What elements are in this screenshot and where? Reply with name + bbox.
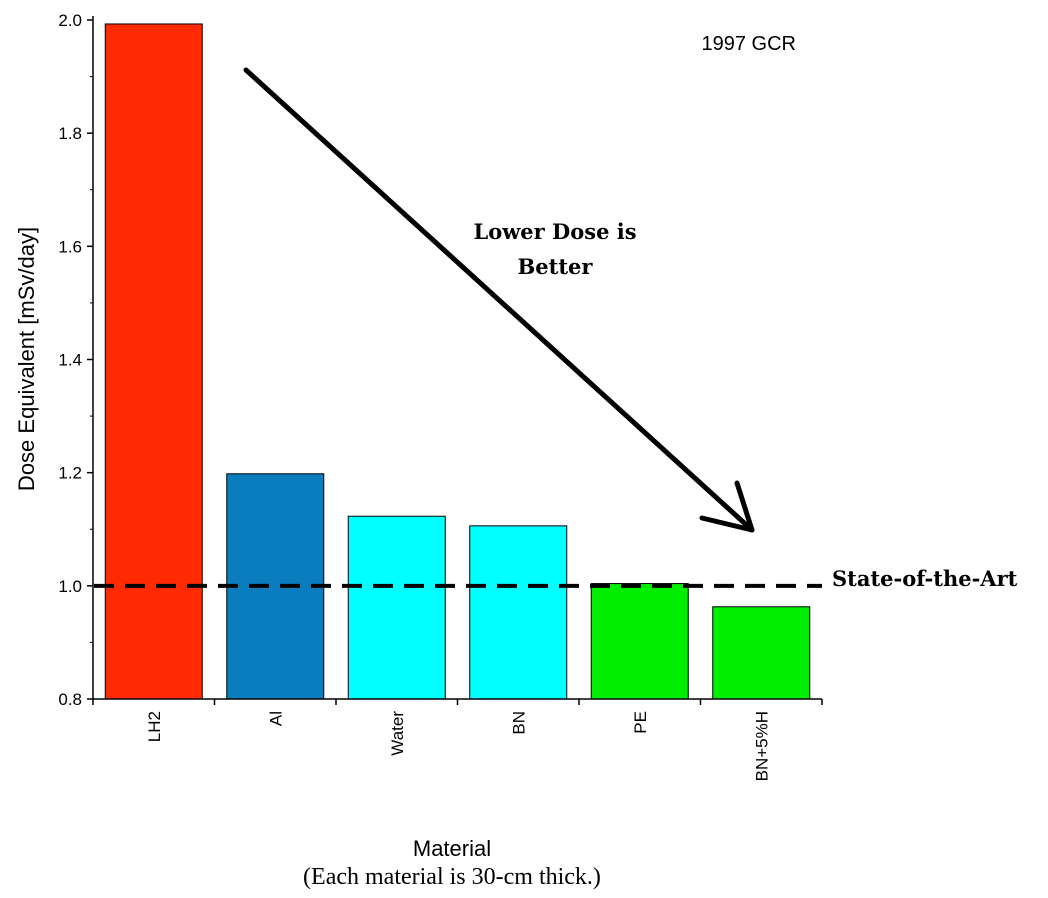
y-axis-title: Dose Equivalent [mSv/day] bbox=[14, 227, 39, 491]
x-axis-title: Material bbox=[413, 836, 491, 861]
trend-arrow-shaft bbox=[243, 67, 755, 533]
x-tick-label: Al bbox=[266, 711, 285, 726]
bar-water bbox=[347, 515, 446, 700]
x-tick-label: PE bbox=[631, 711, 650, 734]
arrow-text-line2: Better bbox=[518, 254, 594, 279]
arrow-text-line1: Lower Dose is bbox=[473, 219, 636, 244]
y-tick-label: 1.0 bbox=[58, 577, 82, 596]
bar-bn-5-h bbox=[712, 606, 811, 700]
y-tick-label: 1.4 bbox=[58, 351, 82, 370]
y-tick-label: 0.8 bbox=[58, 690, 82, 709]
bar-al bbox=[226, 473, 325, 700]
x-axis-ticks: LH2 Al Water BN PE BN+5%H bbox=[92, 699, 823, 781]
bar-bn bbox=[469, 525, 568, 700]
bar-pe bbox=[590, 583, 689, 700]
bar-lh2 bbox=[104, 23, 203, 700]
x-tick-label: Water bbox=[388, 711, 407, 756]
x-tick-label: BN+5%H bbox=[752, 711, 771, 781]
reference-line-label: State-of-the-Art bbox=[832, 566, 1018, 591]
x-tick-label: BN bbox=[509, 711, 528, 735]
x-axis-note: (Each material is 30-cm thick.) bbox=[303, 864, 601, 890]
bars-group bbox=[104, 23, 811, 700]
y-tick-label: 1.2 bbox=[58, 464, 82, 483]
corner-label: 1997 GCR bbox=[702, 33, 797, 55]
x-tick-label: LH2 bbox=[145, 711, 164, 742]
y-tick-label: 1.8 bbox=[58, 124, 82, 143]
y-tick-label: 2.0 bbox=[58, 11, 82, 30]
y-tick-label: 1.6 bbox=[58, 237, 82, 256]
trend-arrow-head bbox=[699, 480, 755, 533]
y-axis-ticks: 0.8 1.0 1.2 1.4 1.6 1.8 2.0 bbox=[58, 11, 93, 709]
